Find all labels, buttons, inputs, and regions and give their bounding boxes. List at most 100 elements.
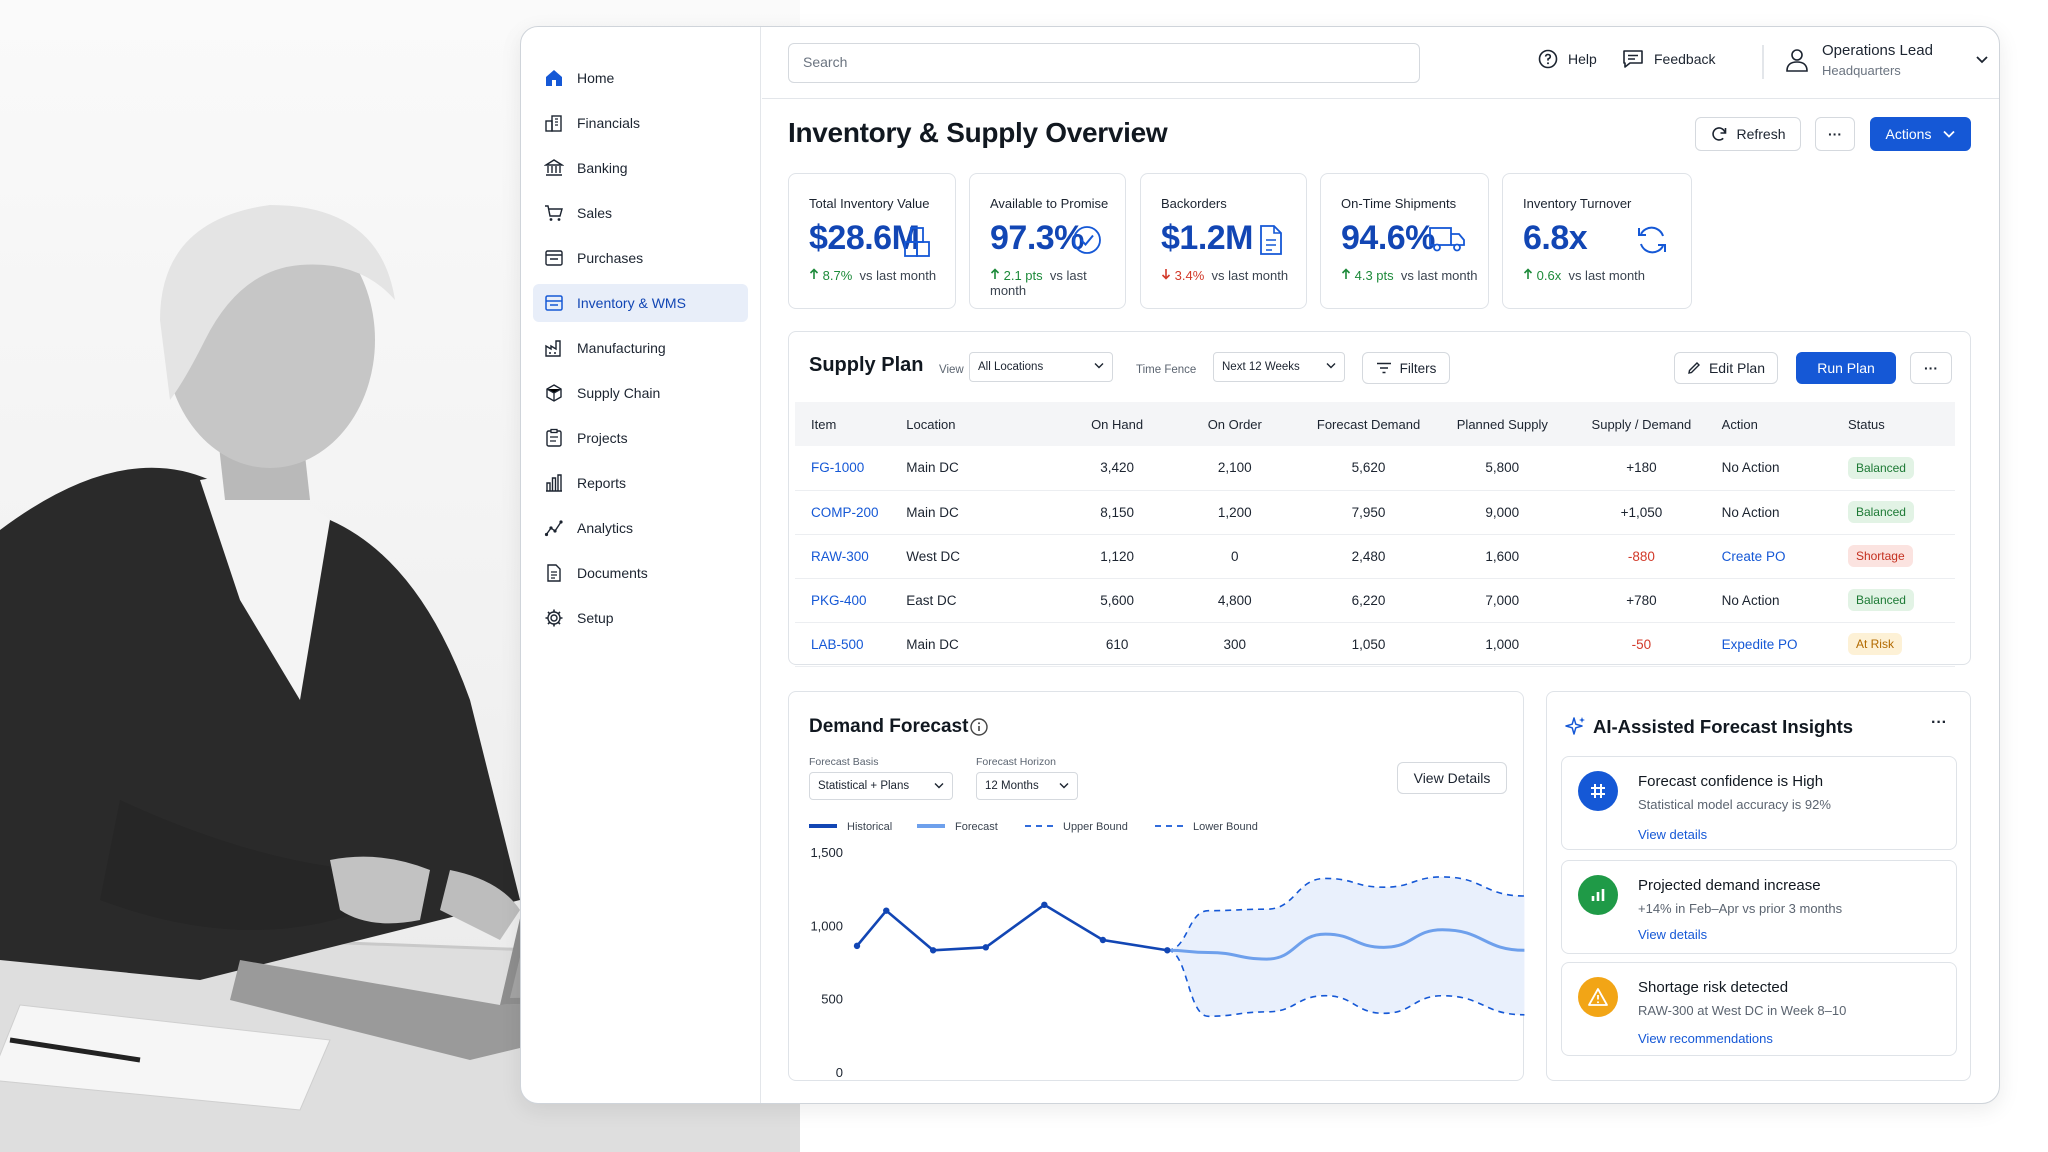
cell-location: Main DC [906,622,1059,667]
column-header[interactable]: Action [1721,416,1758,432]
refresh-button[interactable]: Refresh [1695,117,1801,151]
historical-point [1164,947,1171,954]
sidebar-item-analytics[interactable]: Analytics [533,509,748,547]
insights-more-button[interactable]: ··· [1931,714,1947,731]
sidebar-item-home[interactable]: Home [533,59,748,97]
sidebar-item-banking[interactable]: Banking [533,149,748,187]
cell-sd: +1,050 [1561,490,1722,535]
table-row[interactable]: FG-1000 Main DC 3,420 2,100 5,620 5,800 +180 No… [795,446,1955,491]
cell-status: At Risk [1847,622,1955,667]
table-row[interactable]: COMP-200 Main DC 8,150 1,200 7,950 9,000 +1,05… [795,490,1955,535]
arrow-up-icon [1523,268,1533,279]
column-header[interactable]: On Hand [1091,416,1144,432]
factory-icon [543,337,565,359]
sidebar-item-documents[interactable]: Documents [533,554,748,592]
kpi-icon [1071,224,1103,261]
supply-demand-value: -880 [1627,548,1655,564]
feedback-label: Feedback [1654,51,1716,67]
sidebar-item-purchases[interactable]: Purchases [533,239,748,277]
help-button[interactable]: Help [1538,49,1597,69]
cell-action: Expedite PO [1721,622,1848,667]
financials-icon [543,112,565,134]
item-link[interactable]: FG-1000 [811,460,865,476]
kpi-delta: 3.4% vs last month [1161,268,1306,283]
column-header[interactable]: Forecast Demand [1316,416,1421,432]
table-row[interactable]: PKG-400 East DC 5,600 4,800 6,220 7,000 +780 No… [795,578,1955,623]
sidebar-item-manufacturing[interactable]: Manufacturing [533,329,748,367]
cycle-icon [1638,226,1666,254]
insight-link[interactable]: View details [1638,927,1708,942]
column-header[interactable]: On Order [1207,416,1262,432]
actions-button[interactable]: Actions [1870,117,1971,151]
cell-on-order: 4,800 [1175,578,1294,623]
filters-button[interactable]: Filters [1362,352,1450,384]
chevron-down-icon [1943,130,1956,138]
sidebar-item-label: Documents [577,565,648,581]
document-icon [543,562,565,584]
insight-subtitle: RAW-300 at West DC in Week 8–10 [1638,1003,1847,1018]
cell-forecast: 1,050 [1293,622,1444,667]
kpi-delta-suffix: vs last month [990,268,1087,298]
kpi-card-available-to-promise: Available to Promise 97.3% 2.1 pts vs las… [969,173,1126,309]
column-header[interactable]: Status [1847,416,1885,432]
home-icon [543,67,565,89]
action-link[interactable]: Expedite PO [1721,636,1798,652]
sidebar-item-sales[interactable]: Sales [533,194,748,232]
cell-on-order: 0 [1175,534,1294,579]
edit-plan-button[interactable]: Edit Plan [1674,352,1778,384]
column-header[interactable]: Supply / Demand [1591,416,1692,432]
cell-sd: -880 [1561,534,1722,579]
more-options-button[interactable]: ··· [1815,117,1855,151]
table-row[interactable]: LAB-500 Main DC 610 300 1,050 1,000 -50 Expedit… [795,622,1955,667]
insight-link[interactable]: View recommendations [1638,1031,1773,1046]
kpi-delta-suffix: vs last month [1568,268,1646,283]
sidebar-item-inventory-wms[interactable]: Inventory & WMS [533,284,748,322]
kpi-label: On-Time Shipments [1341,196,1457,211]
sidebar-item-label: Projects [577,430,628,446]
historical-point [982,944,989,951]
sidebar-item-label: Analytics [577,520,634,536]
sidebar-item-supply-chain[interactable]: Supply Chain [533,374,748,412]
column-header[interactable]: Item [811,416,837,432]
sidebar-item-label: Manufacturing [577,340,666,356]
help-label: Help [1568,51,1597,67]
cell-item: FG-1000 [795,446,907,491]
forecast-basis-select[interactable]: Statistical + Plans [809,772,953,800]
kpi-label: Available to Promise [990,196,1109,211]
insight-link[interactable]: View details [1638,827,1708,842]
item-link[interactable]: LAB-500 [811,636,864,652]
table-header-row: Item Location On Hand On Order Forecast Dema… [795,402,1955,446]
sidebar-item-projects[interactable]: Projects [533,419,748,457]
clipboard-icon [543,427,565,449]
view-select[interactable]: All Locations [969,352,1113,382]
column-header[interactable]: Location [906,416,956,432]
cell-status: Balanced [1847,446,1955,491]
help-icon [1538,49,1558,69]
sidebar-item-reports[interactable]: Reports [533,464,748,502]
forecast-horizon-select[interactable]: 12 Months [976,772,1078,800]
search-input[interactable]: Search [788,43,1420,83]
insight-card: Forecast confidence is High Statistical m… [1561,756,1957,850]
demand-forecast-chart: Historical Forecast Upper Bound Lower Bound… [809,821,1525,1080]
cell-item: PKG-400 [795,578,907,623]
sidebar-item-setup[interactable]: Setup [533,599,748,637]
view-details-button[interactable]: View Details [1397,762,1507,794]
arrow-up-icon [1341,268,1351,279]
run-plan-button[interactable]: Run Plan [1796,352,1896,384]
table-row[interactable]: RAW-300 West DC 1,120 0 2,480 1,600 -880 Create… [795,534,1955,579]
action-link[interactable]: Create PO [1721,548,1786,564]
item-link[interactable]: COMP-200 [811,504,879,520]
historical-point [929,947,937,954]
feedback-button[interactable]: Feedback [1622,49,1715,69]
time-fence-select[interactable]: Next 12 Weeks [1213,352,1345,382]
kpi-value: $28.6M [809,219,920,257]
user-menu[interactable]: Operations Lead Headquarters [1784,42,1989,78]
cell-location: West DC [906,534,1059,579]
item-link[interactable]: PKG-400 [811,592,867,608]
info-icon[interactable] [969,717,989,737]
filters-label: Filters [1399,360,1437,376]
supply-plan-more-button[interactable]: ··· [1910,352,1952,384]
sidebar-item-financials[interactable]: Financials [533,104,748,142]
column-header[interactable]: Planned Supply [1456,416,1548,432]
item-link[interactable]: RAW-300 [811,548,869,564]
